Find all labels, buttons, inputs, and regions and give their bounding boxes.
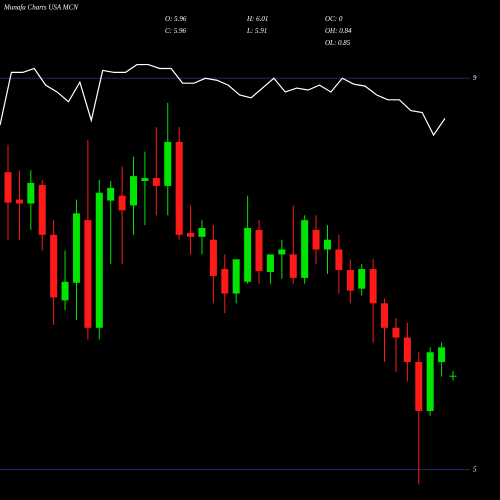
candle-body [438, 347, 446, 363]
y-tick-label: 9 [473, 74, 477, 82]
stat-label: C: [165, 27, 172, 35]
stat: H: 6.01 [246, 15, 268, 23]
candle-body [198, 227, 206, 237]
stat-label: H: [246, 15, 254, 23]
candle-body [403, 337, 411, 363]
stat-value: 0.84 [339, 27, 352, 35]
candle-body [50, 234, 58, 298]
y-tick-label: 5 [473, 465, 477, 473]
candle-body [130, 176, 138, 206]
indicator-line [0, 63, 446, 137]
candle-body [415, 362, 423, 411]
candle-body [118, 195, 126, 211]
candle-body [221, 269, 229, 294]
candle-body [358, 269, 366, 289]
candle-body [312, 229, 320, 250]
stat-label: O: [165, 15, 172, 23]
candle-body [4, 172, 12, 203]
candle-body [255, 229, 263, 272]
stat: OH: 0.84 [325, 27, 352, 35]
stat: C: 5.96 [165, 27, 187, 35]
candle-body [335, 249, 343, 271]
candle-body [232, 259, 240, 294]
candle-body [323, 239, 331, 250]
candle-body [152, 178, 160, 186]
candle-body [84, 220, 92, 328]
candle-body [38, 184, 46, 235]
candle-body [15, 199, 23, 204]
stat-value: 5.96 [174, 15, 187, 23]
stat-label: OL: [325, 39, 336, 47]
candle-body [61, 281, 69, 301]
candle-body [244, 227, 252, 282]
candle-body [392, 327, 400, 338]
stat-value: 5.91 [255, 27, 267, 35]
stat: O: 5.96 [165, 15, 187, 23]
candle-body [426, 352, 434, 411]
stat: OL: 0.85 [325, 39, 351, 47]
stat-value: 0.85 [338, 39, 351, 47]
candle-body [72, 213, 80, 283]
stat-value: 5.96 [174, 27, 187, 35]
candle-body [266, 254, 274, 273]
chart-title: Munafa Charts USA MCN [3, 4, 78, 12]
stat-label: L: [246, 27, 253, 35]
stat-label: OH: [325, 27, 337, 35]
candle-body [346, 270, 354, 291]
stat: OC: 0 [325, 15, 343, 23]
candle-body [301, 220, 309, 278]
candle-body [27, 182, 35, 204]
stat-label: OC: [325, 15, 337, 23]
candle-body [449, 375, 457, 377]
candle-body [187, 232, 195, 237]
stat-value: 6.01 [256, 15, 268, 23]
candle-body [381, 303, 389, 328]
candle-body [107, 187, 115, 201]
candle-body [95, 192, 103, 328]
candle-body [175, 141, 183, 235]
stat-value: 0 [339, 15, 343, 23]
candle-body [209, 239, 217, 276]
candle-body [141, 178, 149, 182]
candle-body [278, 249, 286, 255]
candle-body [164, 141, 172, 186]
candle-body [289, 254, 297, 278]
candle-body [369, 269, 377, 304]
stat: L: 5.91 [246, 27, 267, 35]
